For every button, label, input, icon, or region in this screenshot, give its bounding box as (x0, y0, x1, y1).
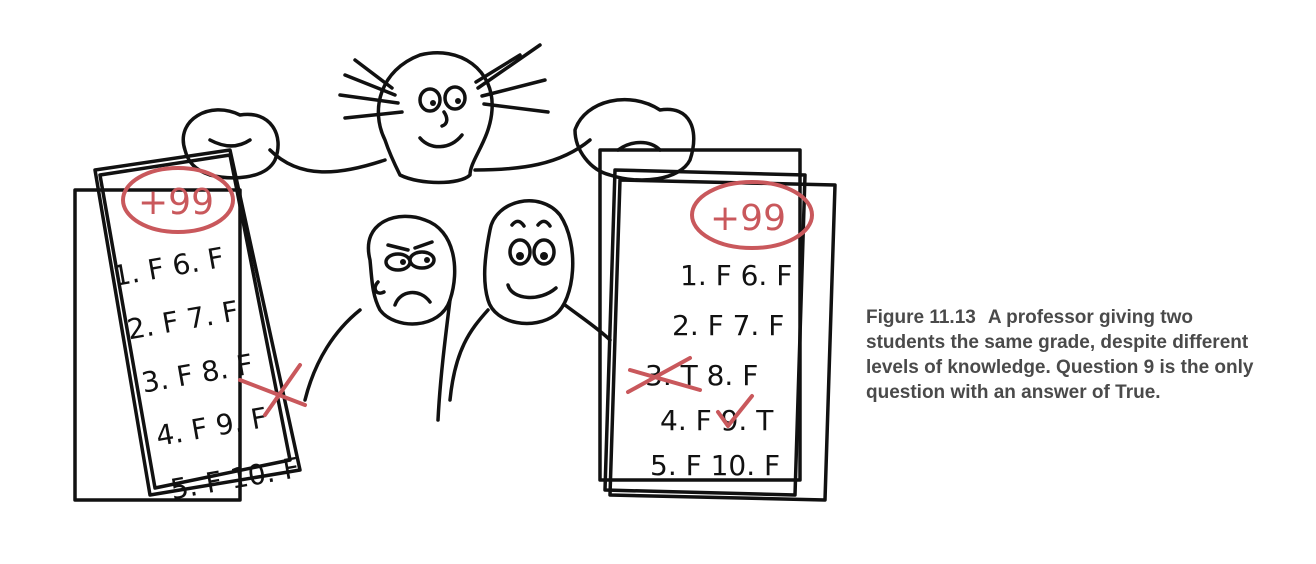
student-happy (448, 199, 612, 402)
professor-illustration: +99 1. F 6. F 2. F 7. F 3. F 8. F 4. F 9… (73, 43, 837, 506)
student-confused (303, 214, 457, 422)
figure-label: Figure 11.13 (866, 307, 976, 328)
left-answer-row: 2. F 7. F (125, 294, 241, 346)
right-grade: +99 (710, 198, 786, 239)
professor (268, 43, 592, 185)
left-answer-row: 3. F 8. F (139, 348, 255, 400)
right-answer-row: 5. F 10. F (650, 449, 780, 482)
right-answer-row: 3. T 8. F (645, 359, 758, 392)
right-answer-row: 2. F 7. F (672, 309, 784, 342)
right-answer-row: 1. F 6. F (680, 259, 792, 292)
left-grade: +99 (138, 182, 214, 223)
right-paper: +99 1. F 6. F 2. F 7. F 3. T 8. F 4. F 9… (573, 97, 837, 502)
figure-caption: Figure 11.13 A professor giving two stude… (866, 305, 1266, 405)
left-paper: +99 1. F 6. F 2. F 7. F 3. F 8. F 4. F 9… (73, 108, 307, 506)
left-answer-row: 5. F 10. F (168, 451, 302, 506)
left-answer-row: 4. F 9. F (154, 401, 270, 453)
left-answer-row: 1. F 6. F (110, 241, 226, 293)
right-answer-row: 4. F 9. T (660, 404, 774, 437)
figure-caption-text: A professor giving two students the same… (866, 307, 1254, 403)
